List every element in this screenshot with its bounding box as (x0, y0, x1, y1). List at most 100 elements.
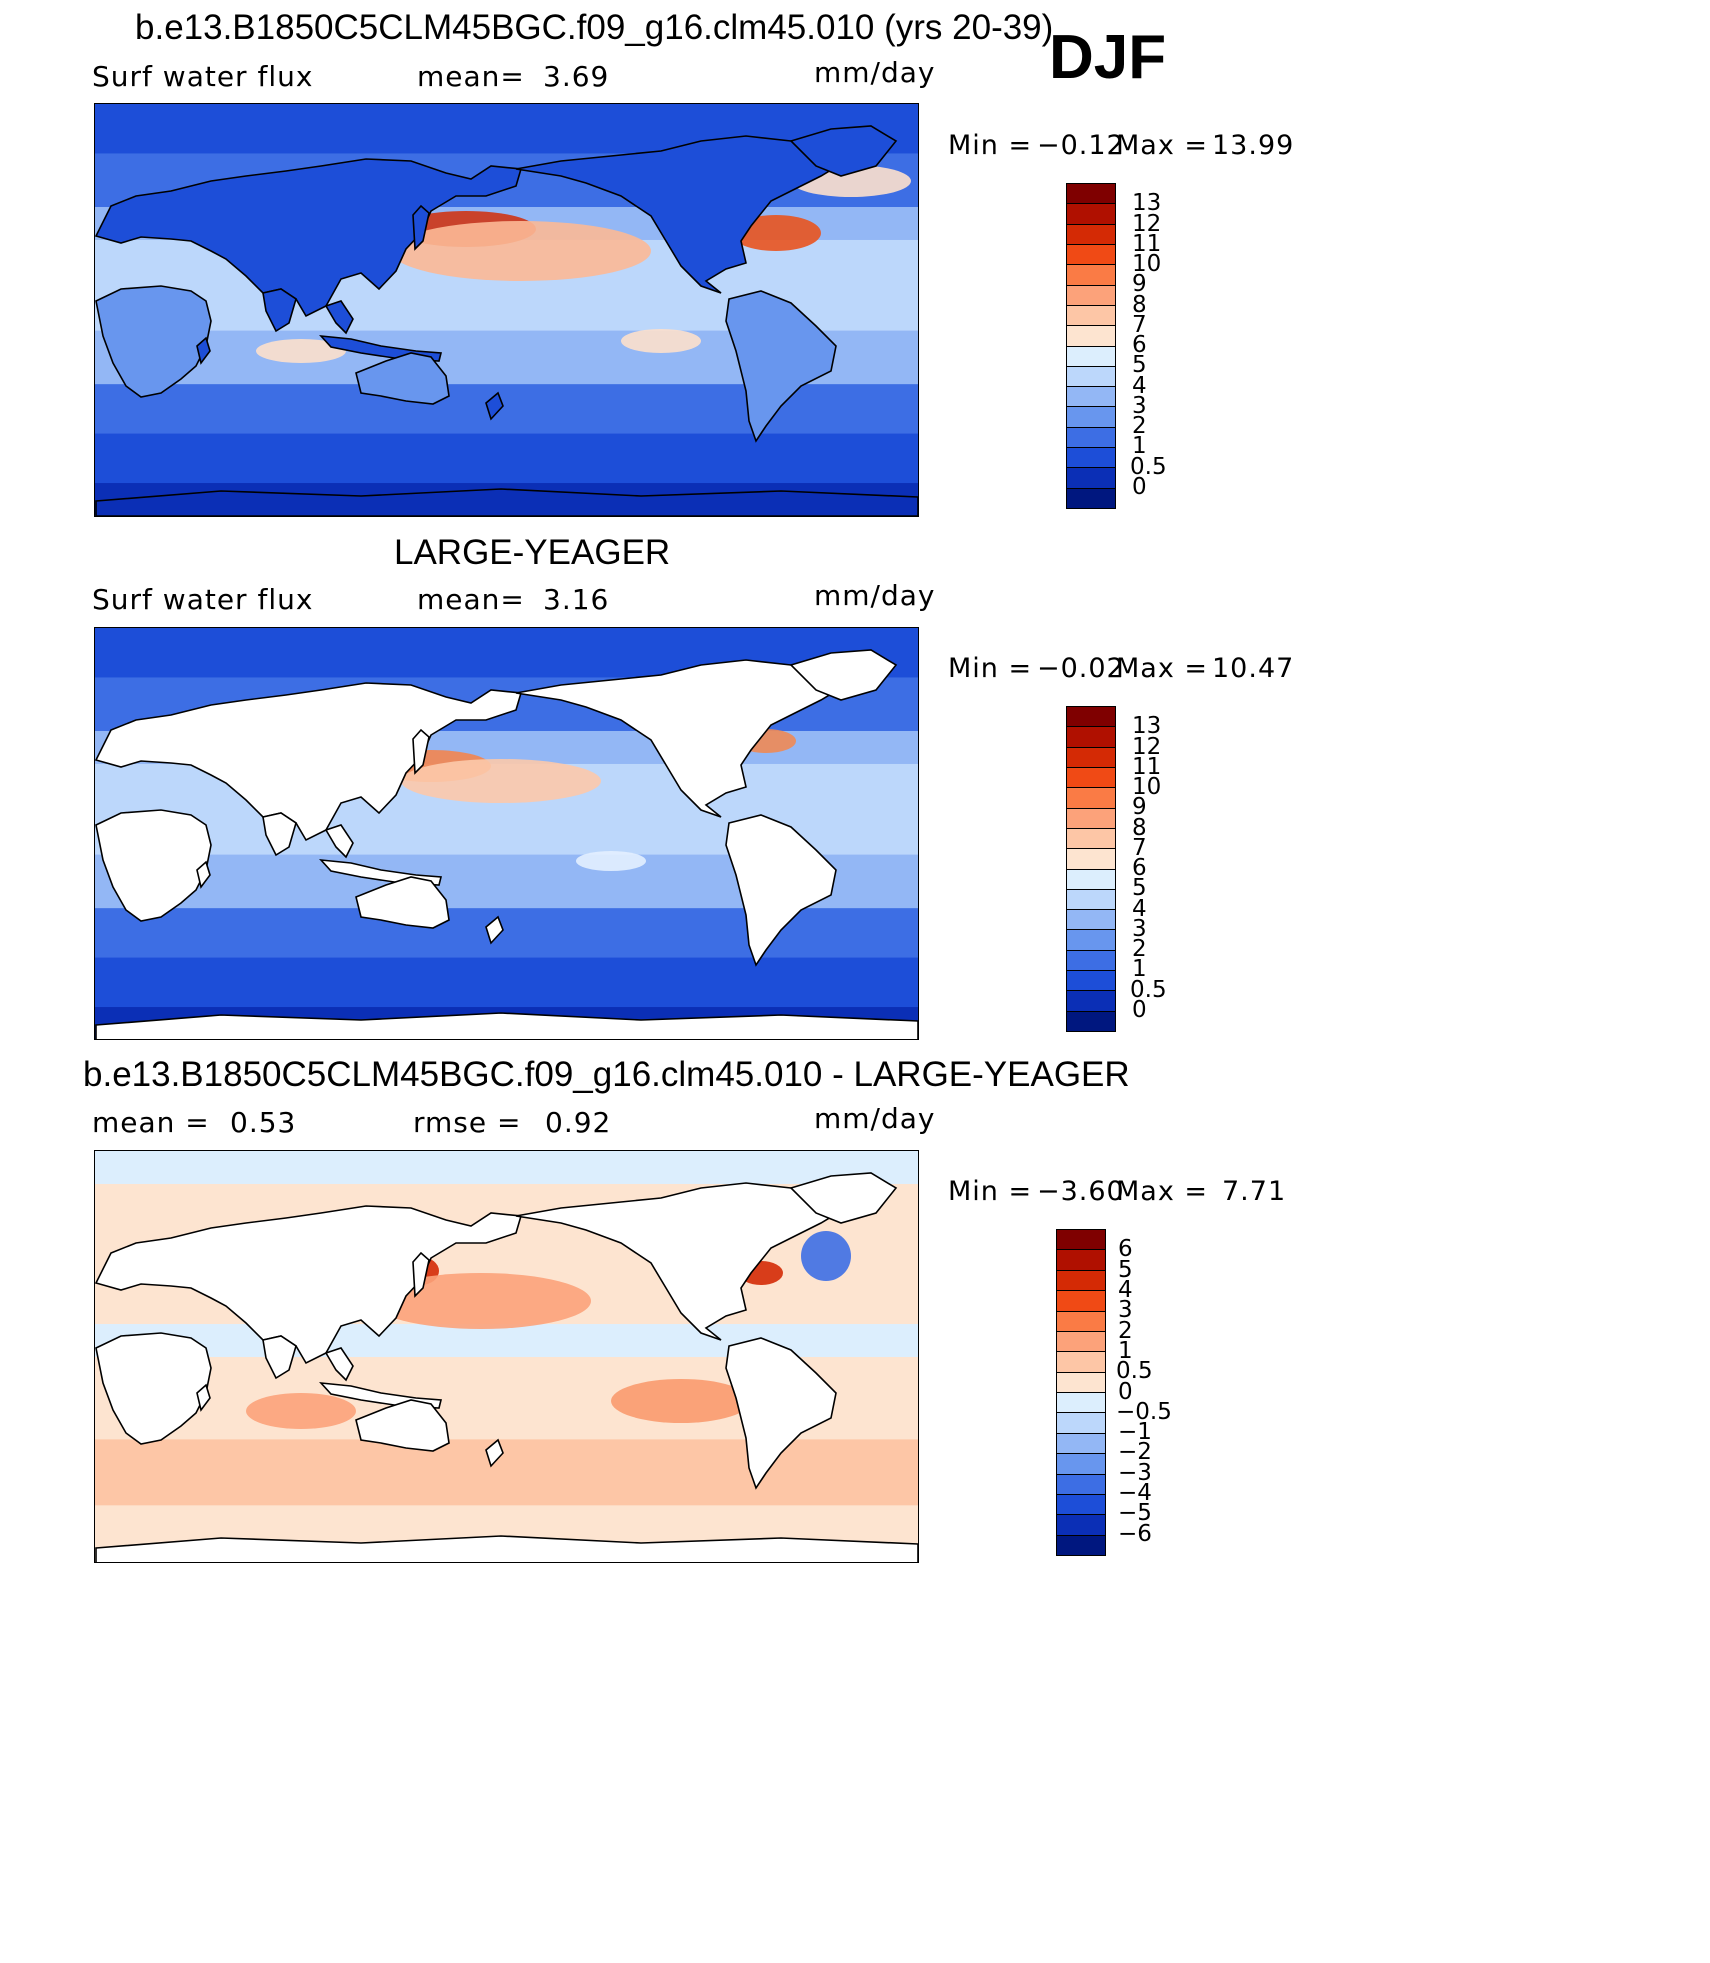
field-hotspot (256, 339, 346, 363)
panel-1-colorbar (1066, 183, 1116, 509)
coastline-madagascar (196, 860, 211, 889)
season-label: DJF (1049, 23, 1167, 92)
coastline-seasia (324, 824, 354, 859)
coastline-seasia (324, 1347, 354, 1382)
colorbar-swatch (1067, 766, 1115, 788)
colorbar-swatch (1057, 1534, 1105, 1555)
colorbar-tick-label: 13 (1132, 713, 1162, 740)
panel-1-min-label: Min = (948, 130, 1033, 161)
coastline-namerica (515, 659, 848, 818)
colorbar-swatch (1067, 888, 1115, 910)
coastline-india (262, 1335, 297, 1380)
colorbar-tick-label: 8 (1132, 291, 1147, 318)
colorbar-swatch (1067, 325, 1115, 346)
colorbar-tick-label: 2 (1132, 413, 1147, 439)
colorbar-tick-label: 9 (1132, 271, 1147, 298)
panel-2-map (94, 627, 919, 1040)
panel-3-min-value: −3.60 (1037, 1176, 1125, 1207)
colorbar-swatch (1067, 345, 1115, 366)
colorbar-tick-label: 2 (1118, 1317, 1133, 1344)
panel-2-units: mm/day (814, 579, 936, 612)
colorbar-tick-label: 4 (1132, 372, 1147, 399)
colorbar-swatch (1057, 1412, 1105, 1433)
colorbar-tick-label: −5 (1118, 1500, 1152, 1527)
colorbar-tick-label: 3 (1118, 1297, 1133, 1324)
colorbar-tick-label: 4 (1132, 895, 1147, 922)
colorbar-tick-label: 12 (1132, 733, 1162, 760)
coastline-australia (355, 352, 450, 405)
coastline-greenland (789, 1172, 898, 1224)
colorbar-tick-label: 5 (1132, 875, 1147, 902)
panel-2-title: LARGE-YEAGER (394, 533, 671, 572)
coastline-japan (412, 1251, 430, 1298)
colorbar-swatch (1067, 304, 1115, 326)
colorbar-tick-label: 3 (1132, 915, 1147, 942)
panel-1-variable-label: Surf water flux (92, 60, 314, 93)
field-hotspot (621, 329, 701, 353)
colorbar-tick-label: 2 (1132, 936, 1147, 962)
colorbar-tick-label: 1 (1118, 1337, 1133, 1364)
panel-1-mean-value: 3.69 (543, 60, 610, 93)
colorbar-swatch (1057, 1392, 1105, 1413)
colorbar-tick-label: 11 (1132, 230, 1162, 257)
colorbar-tick-label: 3 (1132, 392, 1147, 419)
colorbar-swatch (1057, 1269, 1105, 1291)
coastline-india (262, 288, 297, 333)
panel-1-max-value: 13.99 (1212, 130, 1295, 161)
coastline-namerica (515, 1182, 848, 1341)
coastline-seasia (324, 300, 354, 335)
colorbar-tick-label: 0.5 (1130, 976, 1167, 1003)
panel-2-mean-label: mean= (417, 583, 525, 616)
coastline-india (262, 812, 297, 857)
panel-3-min-label: Min = (948, 1176, 1033, 1207)
colorbar-tick-label: 10 (1132, 251, 1162, 277)
colorbar-swatch (1067, 1010, 1115, 1031)
panel-2-colorbar (1066, 706, 1116, 1032)
colorbar-tick-label: −6 (1118, 1520, 1152, 1547)
panel-3-rmse-value: 0.92 (545, 1106, 612, 1139)
colorbar-swatch (1057, 1473, 1105, 1494)
coastline-antarctica (95, 488, 918, 516)
colorbar-swatch (1067, 909, 1115, 930)
colorbar-swatch (1067, 746, 1115, 767)
colorbar-tick-label: 0 (1118, 1378, 1133, 1405)
colorbar-swatch (1067, 243, 1115, 265)
field-hotspot (611, 1379, 751, 1423)
colorbar-tick-label: −0.5 (1116, 1398, 1172, 1425)
coastline-africa (95, 1332, 212, 1445)
panel-2-mean-value: 3.16 (543, 583, 610, 616)
ocean-band (95, 433, 918, 485)
panel-3-units: mm/day (814, 1102, 936, 1135)
panel-2-max-value: 10.47 (1212, 653, 1295, 684)
colorbar-tick-label: 7 (1132, 834, 1147, 861)
field-hotspot (391, 221, 651, 281)
colorbar-swatch (1057, 1290, 1105, 1311)
colorbar-tick-label: 0 (1132, 996, 1147, 1023)
colorbar-tick-label: 0.5 (1130, 453, 1167, 480)
coastline-nz (485, 1438, 504, 1468)
panel-3-colorbar (1056, 1229, 1106, 1556)
panel-2-variable-label: Surf water flux (92, 583, 314, 616)
field-hotspot (801, 1231, 851, 1281)
field-hotspot (371, 1273, 591, 1329)
panel-1-map (94, 103, 919, 517)
panel-3-mean-value: 0.53 (230, 1106, 297, 1139)
colorbar-swatch (1067, 406, 1115, 427)
colorbar-tick-label: 6 (1118, 1236, 1133, 1263)
ocean-band (95, 957, 918, 1009)
colorbar-tick-label: −4 (1118, 1480, 1152, 1507)
colorbar-swatch (1067, 223, 1115, 244)
panel-2-colorbar-ticks: 13 12 11 10 9 8 7 6 5 4 3 2 1 0.5 0 (1130, 706, 1190, 1030)
colorbar-swatch (1067, 990, 1115, 1011)
colorbar-swatch (1057, 1351, 1105, 1372)
colorbar-tick-label: 10 (1132, 774, 1162, 800)
coastline-japan (412, 204, 430, 251)
panel-3-max-value: 7.71 (1222, 1176, 1287, 1207)
colorbar-swatch (1067, 949, 1115, 971)
colorbar-swatch (1067, 868, 1115, 889)
colorbar-swatch (1067, 970, 1115, 991)
colorbar-tick-label: 12 (1132, 210, 1162, 237)
field-hotspot (246, 1393, 356, 1429)
coastline-antarctica (95, 1012, 918, 1039)
coastline-nz (485, 391, 504, 421)
